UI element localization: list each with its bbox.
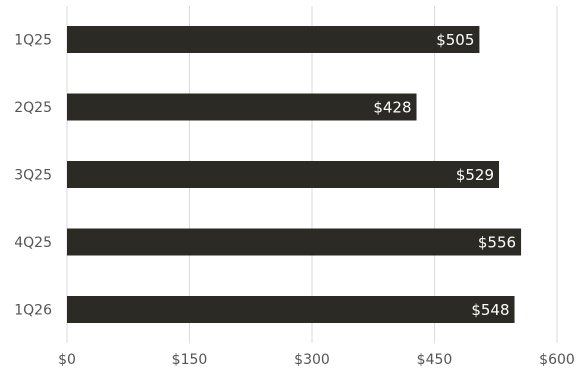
bar-layer: $505 $428 $529 $556 $548 — [67, 26, 522, 323]
bar-value-label: $556 — [478, 234, 516, 252]
bar-value-label: $548 — [471, 301, 509, 319]
bar — [67, 161, 500, 188]
x-tick-layer: $0 $150 $300 $450 $600 — [58, 352, 575, 368]
category-label-layer: 1Q25 2Q25 3Q25 4Q25 1Q26 — [14, 33, 52, 319]
category-label: 4Q25 — [14, 235, 52, 251]
x-tick-label: $150 — [172, 352, 208, 368]
x-tick-label: $600 — [539, 352, 575, 368]
category-label: 3Q25 — [14, 168, 52, 184]
bar-value-label: $529 — [456, 166, 494, 184]
bar — [67, 296, 515, 323]
x-tick-label: $0 — [58, 352, 76, 368]
bar — [67, 93, 417, 121]
bar-value-label: $428 — [373, 99, 411, 117]
category-label: 1Q25 — [14, 33, 52, 49]
bar — [67, 26, 480, 53]
bar-value-label: $505 — [436, 31, 474, 49]
x-tick-label: $450 — [417, 352, 453, 368]
category-label: 2Q25 — [14, 100, 52, 116]
x-tick-label: $300 — [294, 352, 330, 368]
bar — [67, 228, 522, 256]
category-label: 1Q26 — [14, 303, 52, 319]
